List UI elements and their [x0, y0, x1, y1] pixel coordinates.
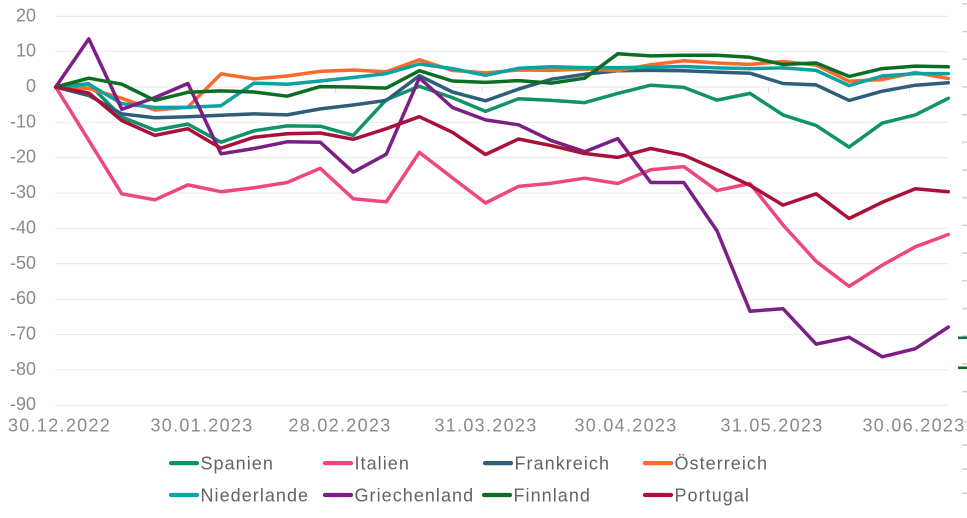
svg-text:-40: -40	[10, 217, 36, 237]
svg-text:Österreich: Österreich	[675, 454, 769, 474]
svg-text:Frankreich: Frankreich	[515, 454, 611, 474]
svg-text:31.03.2023: 31.03.2023	[434, 416, 537, 436]
svg-text:-20: -20	[10, 147, 36, 167]
svg-text:-30: -30	[10, 182, 36, 202]
svg-text:-90: -90	[10, 394, 36, 414]
svg-text:31.05.2023: 31.05.2023	[720, 416, 823, 436]
svg-text:-10: -10	[10, 111, 36, 131]
svg-text:Italien: Italien	[355, 454, 410, 474]
svg-text:10: 10	[16, 41, 36, 61]
svg-text:Griechenland: Griechenland	[355, 485, 475, 505]
svg-text:30.01.2023: 30.01.2023	[150, 416, 253, 436]
svg-text:-80: -80	[10, 359, 36, 379]
svg-text:-50: -50	[10, 253, 36, 273]
svg-text:-70: -70	[10, 324, 36, 344]
svg-text:Portugal: Portugal	[675, 485, 750, 505]
svg-text:20: 20	[16, 5, 36, 25]
svg-text:-60: -60	[10, 288, 36, 308]
svg-text:30.06.2023: 30.06.2023	[862, 416, 965, 436]
svg-text:Finnland: Finnland	[514, 485, 591, 505]
svg-text:30.12.2022: 30.12.2022	[8, 416, 111, 436]
svg-text:Spanien: Spanien	[201, 454, 274, 474]
svg-text:28.02.2023: 28.02.2023	[288, 416, 391, 436]
svg-text:Niederlande: Niederlande	[201, 485, 310, 505]
svg-text:30.04.2023: 30.04.2023	[574, 416, 677, 436]
svg-text:0: 0	[26, 76, 36, 96]
